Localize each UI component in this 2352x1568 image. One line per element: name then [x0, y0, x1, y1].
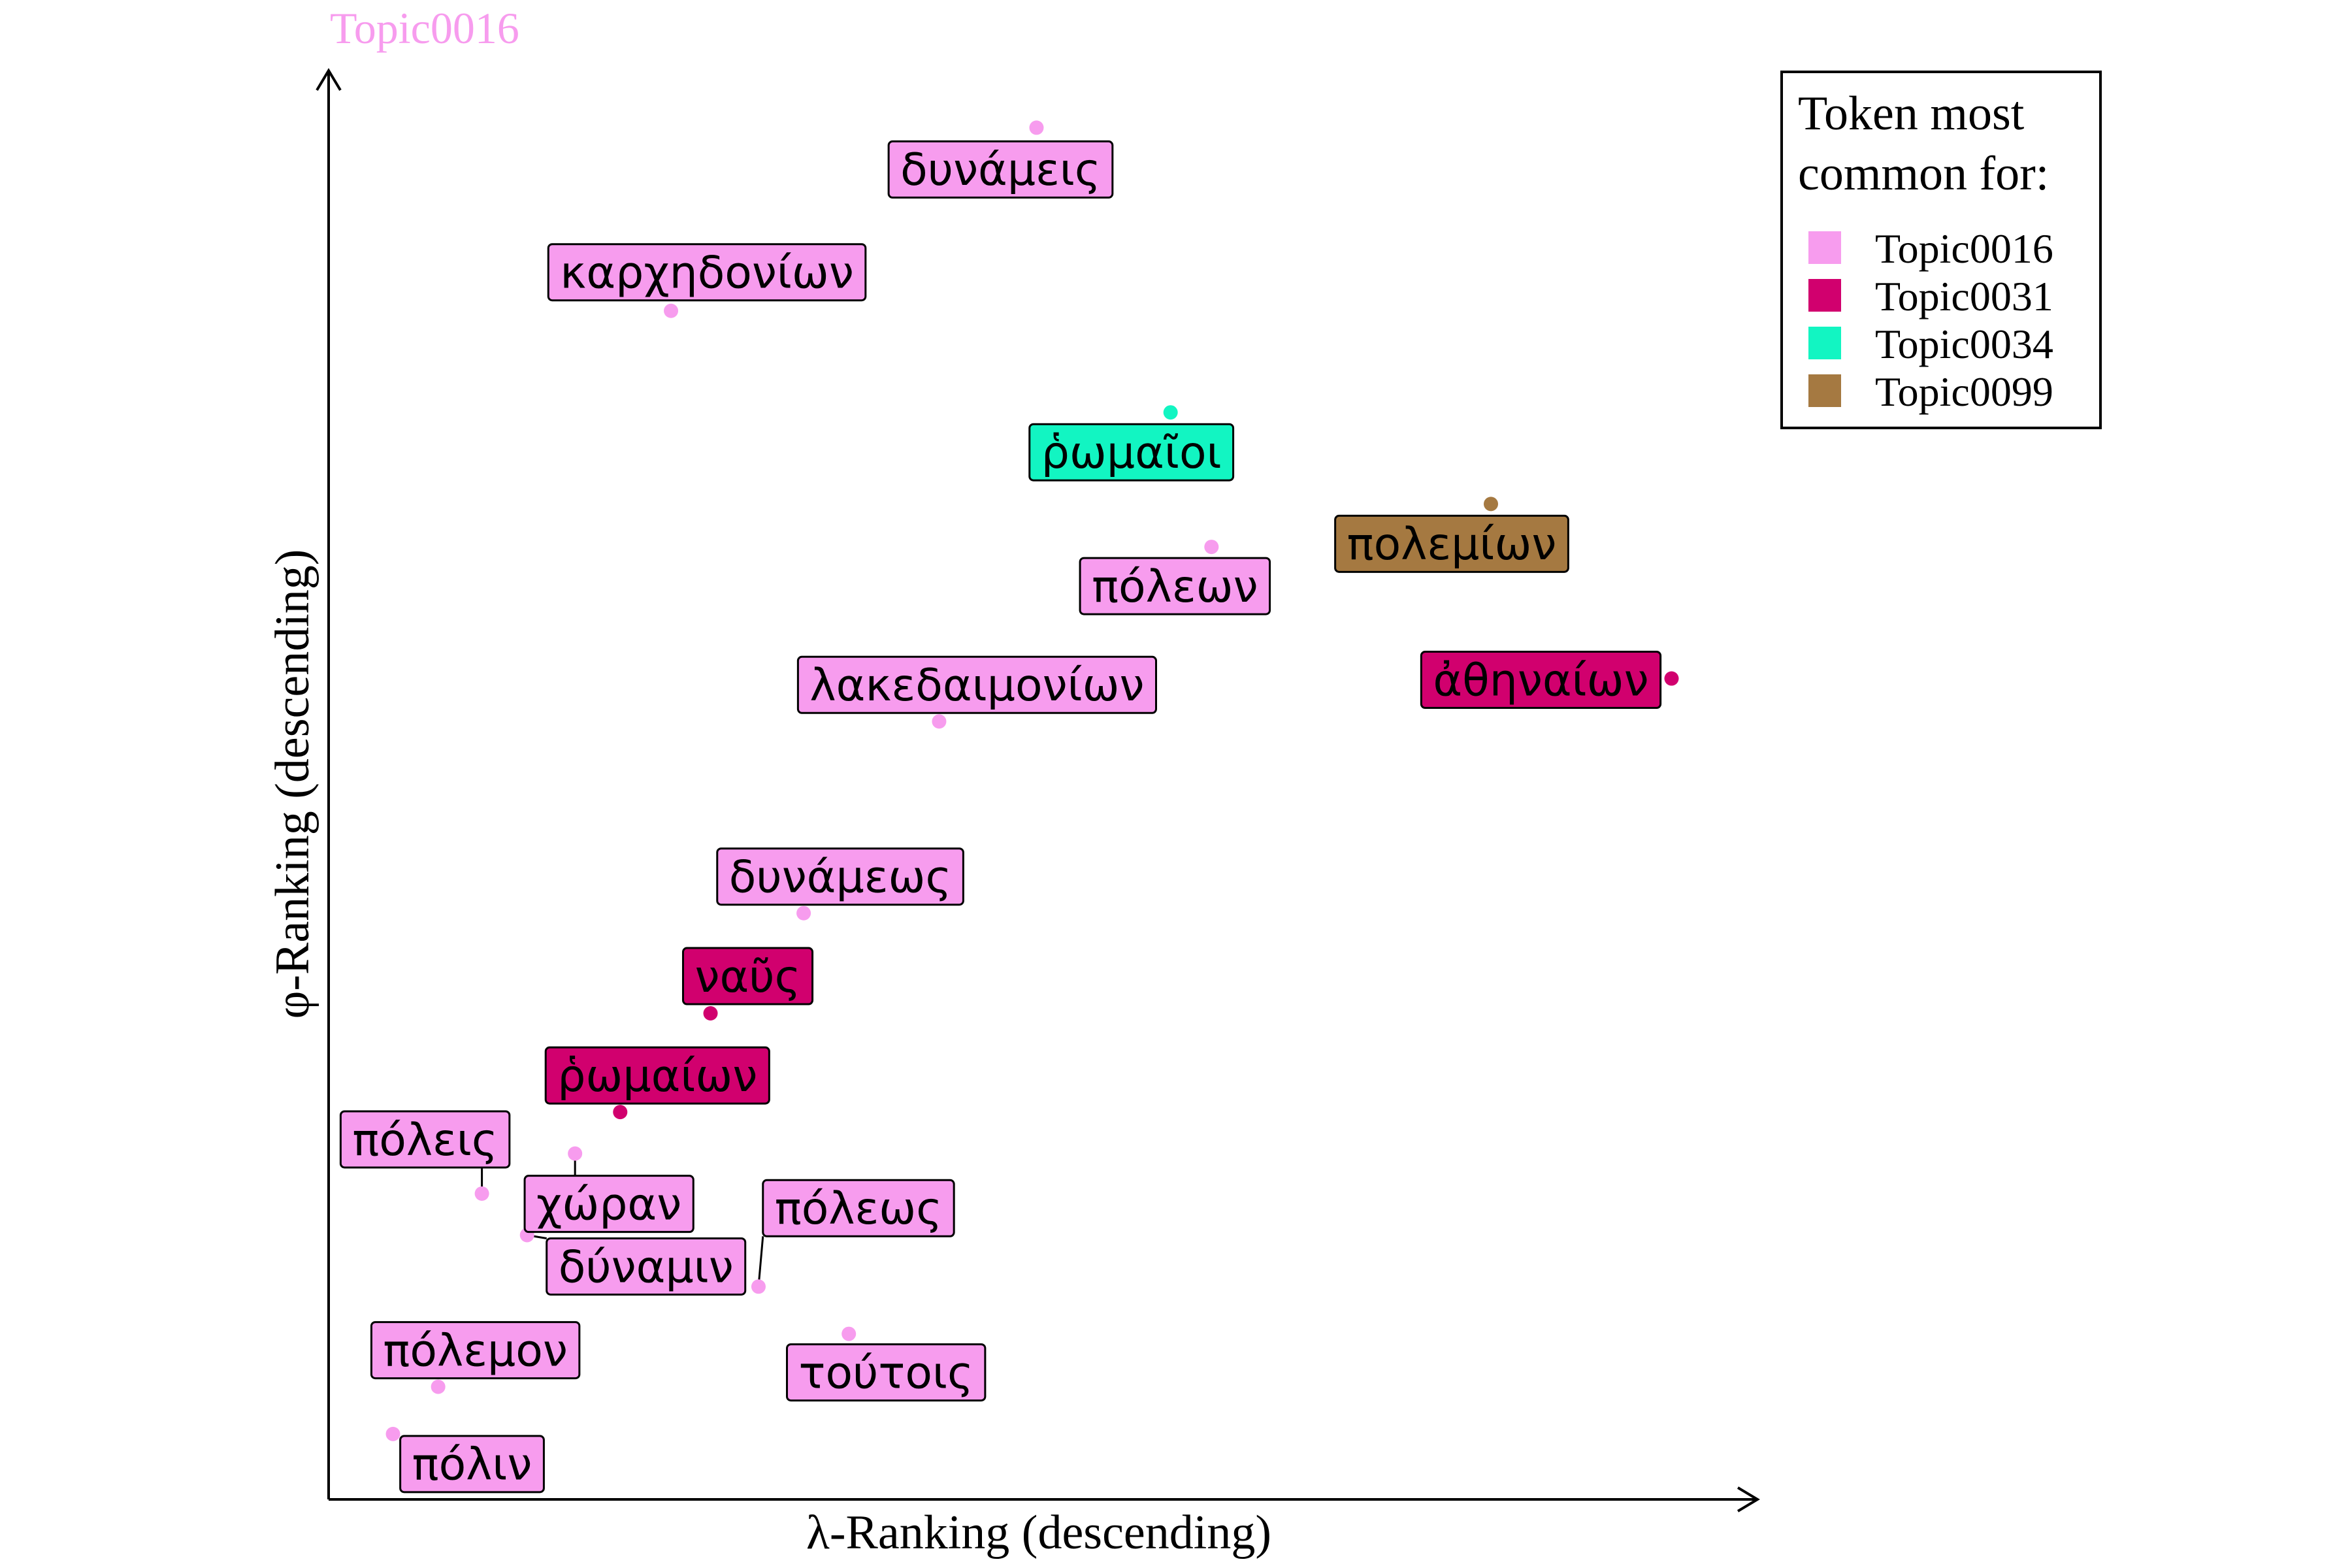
- legend-swatch: [1808, 327, 1841, 359]
- chart-title: Topic0016: [330, 3, 519, 53]
- point-label-text: πόλεως: [775, 1183, 942, 1235]
- point-label-box: [716, 847, 964, 906]
- data-point: [1484, 497, 1498, 512]
- point-label-box: [1028, 423, 1235, 482]
- data-point: [703, 1006, 718, 1021]
- point-label-text: πόλεμον: [383, 1325, 567, 1377]
- legend-title-line-2: common for:: [1798, 147, 2049, 201]
- point-label-text: ῥωμαίων: [557, 1051, 757, 1102]
- point-label-text: πόλεων: [1092, 561, 1258, 613]
- point-label-text: δυνάμεις: [900, 144, 1101, 196]
- point-label-text: πόλιν: [412, 1439, 532, 1491]
- point-label-box: [1079, 557, 1271, 615]
- legend-swatch: [1808, 279, 1841, 312]
- leader-line: [757, 1236, 764, 1287]
- legend-entry-label: Topic0031: [1875, 273, 2053, 319]
- data-point: [474, 1186, 489, 1201]
- data-point: [568, 1146, 583, 1161]
- data-point: [385, 1426, 400, 1441]
- point-label-box: [546, 1237, 747, 1296]
- legend-title-line-1: Token most: [1798, 87, 2025, 140]
- data-point: [796, 906, 811, 921]
- point-label-text: τούτοις: [799, 1347, 973, 1399]
- axes: [316, 68, 1760, 1512]
- x-axis-arrowhead: [1737, 1486, 1760, 1512]
- point-label-text: δύναμιν: [559, 1241, 734, 1293]
- point-label-box: [523, 1175, 694, 1233]
- legend-entry-label: Topic0099: [1875, 368, 2053, 415]
- point-label-box: [887, 140, 1114, 199]
- point-label-box: [796, 655, 1158, 714]
- point-label-text: ῥωμαῖοι: [1041, 427, 1222, 479]
- legend-entry-label: Topic0034: [1875, 321, 2053, 367]
- data-point: [431, 1379, 446, 1394]
- point-label-box: [339, 1110, 511, 1169]
- point-label-box: [1334, 514, 1569, 573]
- data-point: [932, 714, 947, 729]
- y-axis-label: φ-Ranking (descending): [266, 549, 319, 1019]
- point-label-box: [681, 947, 814, 1005]
- point-label-box: [547, 243, 867, 302]
- legend: Token most common for: Topic0016Topic003…: [1780, 71, 2102, 429]
- data-point: [751, 1279, 766, 1294]
- data-point: [664, 303, 679, 318]
- point-label-text: ναῦς: [694, 951, 800, 1003]
- legend-swatch: [1808, 374, 1841, 407]
- point-label-box: [370, 1321, 581, 1380]
- point-labels: δυνάμεις καρχηδονίων ῥωμαῖοι πολεμίων πόλεων…: [339, 140, 1662, 1494]
- y-axis-arrowhead: [316, 68, 342, 91]
- point-label-box: [544, 1046, 770, 1105]
- point-label-text: ἀθηναίων: [1433, 655, 1648, 706]
- point-label-box: [399, 1435, 545, 1494]
- x-axis-label: λ-Ranking (descending): [806, 1506, 1271, 1560]
- data-point: [1664, 671, 1679, 686]
- point-label-box: [1420, 651, 1662, 710]
- legend-entry-label: Topic0016: [1875, 225, 2053, 272]
- data-point: [613, 1105, 628, 1120]
- point-label-box: [762, 1179, 955, 1237]
- point-label-text: χώραν: [536, 1179, 681, 1230]
- point-label-text: δυνάμεως: [729, 852, 952, 904]
- point-label-box: [786, 1343, 987, 1402]
- data-point: [1163, 405, 1178, 420]
- point-label-text: πολεμίων: [1347, 519, 1557, 570]
- data-point: [1029, 120, 1044, 135]
- point-label-text: λακεδαιμονίων: [809, 660, 1144, 711]
- point-label-text: καρχηδονίων: [560, 248, 854, 299]
- data-point: [841, 1326, 857, 1341]
- point-label-text: πόλεις: [352, 1115, 497, 1166]
- data-point: [1204, 540, 1219, 555]
- legend-swatch: [1808, 231, 1841, 264]
